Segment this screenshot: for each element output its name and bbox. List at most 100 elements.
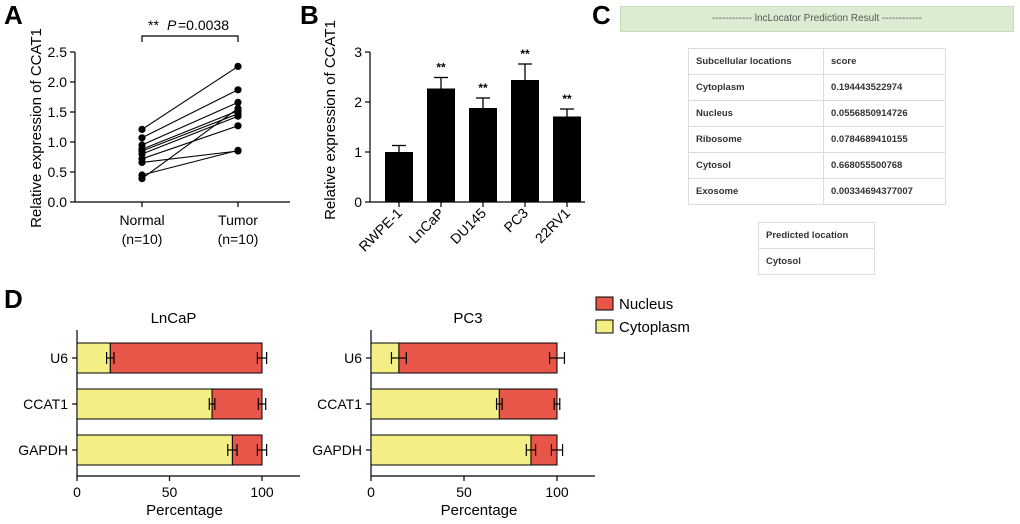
tumor-point (234, 146, 242, 154)
pair-line (141, 101, 239, 146)
y-tick-label: 0 (354, 194, 362, 210)
panel-b-bar-chart: 0 1 2 3 RWPE-1 ** LnCaP ** DU145 ** PC3 ** 22RV1 (354, 44, 585, 254)
y-tick-label: GAPDH (18, 442, 68, 458)
bar (469, 108, 497, 202)
significance-p-value: =0.0038 (178, 17, 229, 33)
panel-label-d: D (4, 284, 23, 314)
x-tick-label: RWPE-1 (355, 205, 405, 255)
table-row: Ribosome 0.0784689410155 (688, 126, 946, 153)
legend-swatch-cytoplasm (595, 319, 614, 334)
x-tick-label: DU145 (447, 205, 489, 247)
predicted-location-header: Predicted location (758, 222, 875, 249)
x-axis-title: Percentage (146, 502, 223, 519)
significance-p-label: P (167, 17, 177, 33)
cytoplasm-bar (370, 434, 532, 466)
tumor-point (234, 104, 242, 112)
significance-stars: ** (520, 47, 530, 61)
cell-location: Exosome (688, 178, 824, 205)
legend-label-nucleus: Nucleus (619, 296, 673, 313)
pair-line (141, 65, 239, 130)
lnclocator-score-table: Subcellular locations score Cytoplasm 0.… (688, 48, 946, 205)
bar (511, 80, 539, 202)
x-tick-n-label: (n=10) (122, 231, 163, 247)
pair-line (141, 125, 239, 160)
pair-line (141, 107, 239, 180)
nucleus-bar (498, 388, 558, 420)
pair-line (141, 150, 239, 163)
cytoplasm-bar (76, 434, 233, 466)
predicted-location-table: Predicted location Cytosol (758, 222, 875, 275)
y-tick-label: GAPDH (312, 442, 362, 458)
y-tick-label: 0.0 (48, 194, 68, 210)
y-tick-label: U6 (50, 350, 68, 366)
x-tick-label: 50 (162, 484, 178, 500)
bar (427, 88, 455, 202)
x-tick-label: 100 (545, 484, 569, 500)
x-tick-label: 0 (367, 484, 375, 500)
y-tick-label: 3 (354, 44, 362, 60)
table-header-row: Predicted location (758, 222, 875, 249)
x-tick-label: Tumor (218, 212, 258, 228)
normal-point (138, 134, 146, 142)
cell-score: 0.194443522974 (823, 74, 946, 101)
significance-bracket (141, 35, 239, 42)
y-tick-label: 2.5 (48, 44, 68, 60)
y-tick-label: 1.0 (48, 134, 68, 150)
normal-point (138, 158, 146, 166)
bar (553, 116, 581, 202)
x-tick-label: 22RV1 (532, 205, 574, 247)
panel-label-a: A (4, 0, 23, 30)
panel-d-pc3-chart: PC3 0 50 100 Percentage U6 CCAT1 GAPDH (312, 310, 595, 519)
x-tick-label: LnCaP (406, 205, 448, 247)
cell-location: Cytosol (688, 152, 824, 179)
tumor-point (234, 122, 242, 130)
x-axis-title: Percentage (441, 502, 518, 519)
table-row: Exosome 0.00334694377007 (688, 178, 946, 205)
chart-title: PC3 (453, 310, 482, 327)
normal-point (138, 175, 146, 183)
table-row: Cytosol 0.668055500768 (688, 152, 946, 179)
y-tick-label: 2 (354, 94, 362, 110)
cell-score: 0.00334694377007 (823, 178, 946, 205)
y-tick-label: 1 (354, 144, 362, 160)
pair-line (141, 115, 239, 155)
tumor-point (234, 62, 242, 70)
x-tick-label: 50 (456, 484, 472, 500)
x-tick-label: PC3 (501, 205, 532, 236)
y-tick-label: CCAT1 (23, 396, 68, 412)
panel-label-c: C (592, 0, 611, 30)
y-tick-label: 2.0 (48, 74, 68, 90)
pair-line (141, 149, 239, 176)
panel-b-ylabel: Relative expression of CCAT1 (322, 20, 339, 220)
nucleus-bar (398, 342, 558, 374)
panel-a-ylabel: Relative expression of CCAT1 (28, 28, 45, 228)
bar (385, 152, 413, 202)
legend-swatch-nucleus (595, 296, 614, 311)
panel-a-significance: ** P =0.0038 (148, 17, 229, 33)
table-row: Cytosol (758, 248, 875, 275)
cell-score: 0.0784689410155 (823, 126, 946, 153)
table-row: Cytoplasm 0.194443522974 (688, 74, 946, 101)
cytoplasm-bar (76, 342, 111, 374)
normal-point (138, 125, 146, 133)
x-tick-label: Normal (119, 212, 164, 228)
x-tick-label: 0 (73, 484, 81, 500)
significance-stars: ** (478, 81, 488, 95)
legend-label-cytoplasm: Cytoplasm (619, 319, 690, 336)
y-tick-label: CCAT1 (317, 396, 362, 412)
y-tick-label: 1.5 (48, 104, 68, 120)
panel-label-b: B (300, 0, 319, 30)
pair-line (141, 110, 239, 150)
y-tick-label: U6 (344, 350, 362, 366)
cytoplasm-bar (76, 388, 213, 420)
tumor-point (234, 86, 242, 94)
nucleus-bar (109, 342, 263, 374)
significance-stars: ** (148, 17, 159, 33)
significance-stars: ** (436, 61, 446, 75)
panel-d-legend: Nucleus Cytoplasm (595, 296, 690, 336)
tumor-point (234, 98, 242, 106)
nucleus-bar (211, 388, 263, 420)
panel-d-lncap-chart: LnCaP 0 50 100 Percentage U6 CCAT1 GAPDH (18, 310, 300, 519)
predicted-location-value: Cytosol (758, 248, 875, 275)
